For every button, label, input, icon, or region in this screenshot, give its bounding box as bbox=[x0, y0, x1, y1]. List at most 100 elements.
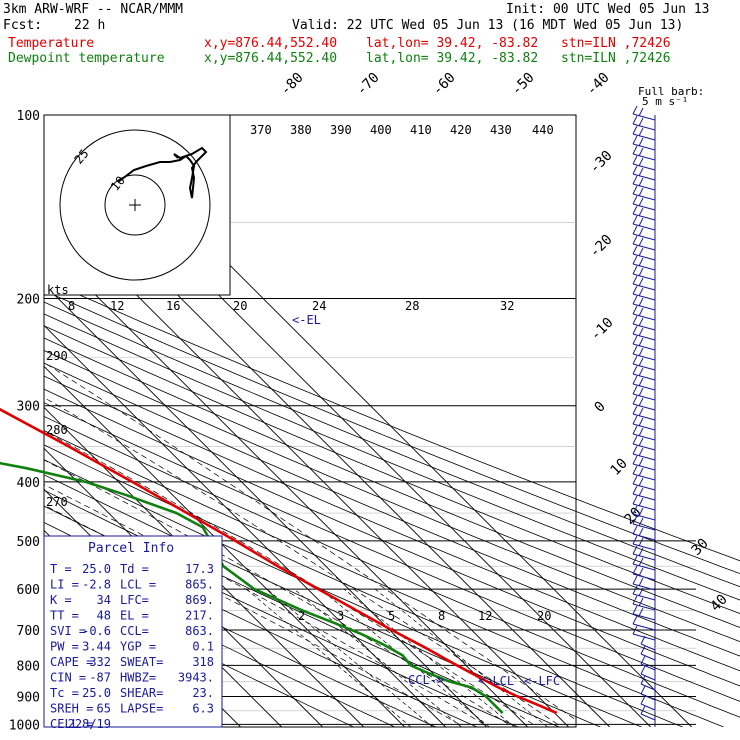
isotherm-label: -30 bbox=[587, 148, 616, 177]
isotherm-label: 0 bbox=[592, 399, 609, 416]
hodograph-speed-label: 8 bbox=[68, 299, 75, 313]
dry-adiabat bbox=[44, 375, 740, 672]
dry-adiabat-label: 390 bbox=[330, 123, 352, 137]
marker-lfc: <-LFC bbox=[524, 674, 560, 688]
wind-barbs bbox=[632, 105, 656, 721]
wind-barb bbox=[632, 605, 656, 621]
dry-adiabat-label: 420 bbox=[450, 123, 472, 137]
parcel-cell: 34 bbox=[97, 593, 111, 607]
parcel-cell: SHEAR= bbox=[120, 686, 163, 700]
isotherm-label: -70 bbox=[354, 70, 383, 99]
wind-barb bbox=[632, 555, 656, 571]
isotherm-label: -80 bbox=[278, 70, 307, 99]
parcel-cell: HWBZ= bbox=[120, 671, 156, 685]
hodograph-speed-label: 32 bbox=[500, 299, 514, 313]
moist-adiabat bbox=[44, 397, 559, 725]
dry-adiabat-label: 400 bbox=[370, 123, 392, 137]
dry-adiabat-label: 380 bbox=[290, 123, 312, 137]
forecast-hours: 22 h bbox=[74, 18, 106, 33]
wind-barb bbox=[632, 575, 656, 591]
parcel-cell: CIN = bbox=[50, 671, 86, 685]
wind-barb bbox=[640, 655, 656, 671]
parcel-cell: 65 bbox=[97, 702, 111, 716]
wind-barb bbox=[632, 135, 656, 151]
dry-adiabat bbox=[44, 337, 740, 628]
series-layer bbox=[0, 407, 558, 715]
parcel-cell: 25.0 bbox=[82, 686, 111, 700]
dewpoint-trace bbox=[0, 461, 504, 714]
parcel-info-title: Parcel Info bbox=[88, 541, 174, 556]
parcel-cell: SVI = bbox=[50, 624, 86, 638]
wind-barb bbox=[640, 665, 656, 681]
wind-barb bbox=[632, 225, 656, 241]
marker-layer: <-EL CCL-> <-LCL <-LFC bbox=[292, 313, 560, 688]
wind-barb bbox=[632, 105, 656, 121]
wind-barb bbox=[632, 195, 656, 211]
parcel-cell: Td = bbox=[120, 562, 149, 576]
wind-barb bbox=[632, 445, 656, 461]
init-time: Init: 00 UTC Wed 05 Jun 13 bbox=[506, 2, 710, 17]
hodograph-ring-outer bbox=[59, 129, 211, 281]
isotherm-label: -60 bbox=[430, 70, 459, 99]
parcel-cell: LFC= bbox=[120, 593, 149, 607]
wind-barb bbox=[632, 495, 656, 511]
mixing-ratio-line bbox=[343, 588, 515, 727]
wind-barb bbox=[632, 515, 656, 531]
legend-dewpoint-name: Dewpoint temperature bbox=[8, 51, 165, 66]
hodograph-trace bbox=[117, 146, 208, 199]
pressure-axis-labels: 100 200 300 400 500 600 700 800 900 1000 bbox=[9, 109, 40, 733]
wind-barb bbox=[632, 245, 656, 261]
mixing-ratio-lines bbox=[246, 588, 548, 727]
dry-adiabat-label: 440 bbox=[532, 123, 554, 137]
mixing-ratio-label: 5 bbox=[388, 609, 395, 623]
wind-barb bbox=[632, 455, 656, 471]
dry-adiabat bbox=[44, 388, 740, 687]
wind-barb bbox=[632, 205, 656, 221]
mixing-ratio-label: 12 bbox=[478, 609, 492, 623]
wind-barb bbox=[632, 395, 656, 411]
parcel-cell: SWEAT= bbox=[120, 655, 163, 669]
parcel-info-box: Parcel Info T = 25.0 Td = 17.3 LI = -2.8 LCL =… bbox=[43, 535, 223, 731]
dry-adiabat-label: 430 bbox=[490, 123, 512, 137]
parcel-cell: Tc = bbox=[50, 686, 79, 700]
parcel-cell: LI = bbox=[50, 578, 79, 592]
pressure-label-300: 300 bbox=[17, 400, 40, 415]
isotherm-label: -50 bbox=[509, 70, 538, 99]
hodograph-speed-label: 20 bbox=[233, 299, 247, 313]
wind-barb bbox=[640, 695, 656, 711]
wind-barb bbox=[632, 465, 656, 481]
parcel-cell: 863. bbox=[185, 624, 214, 638]
dry-adiabat bbox=[44, 402, 740, 702]
parcel-cell: 332 bbox=[89, 655, 111, 669]
parcel-cell: EL = bbox=[120, 609, 149, 623]
wind-barb bbox=[632, 435, 656, 451]
parcel-cell: 3.44 bbox=[82, 640, 111, 654]
dry-adiabat bbox=[44, 290, 740, 575]
mixing-ratio-line bbox=[320, 588, 490, 727]
dry-adiabat-label: 370 bbox=[250, 123, 272, 137]
mixing-ratio-label: 8 bbox=[438, 609, 445, 623]
parcel-cell: CELL = bbox=[50, 717, 93, 731]
wind-barb bbox=[632, 425, 656, 441]
wind-barb bbox=[632, 475, 656, 491]
wind-barb bbox=[632, 265, 656, 281]
moist-adiabat bbox=[44, 362, 576, 721]
wind-barb bbox=[632, 525, 656, 541]
parcel-cell: 3943. bbox=[178, 671, 214, 685]
moist-adiabat bbox=[44, 459, 509, 725]
isotherm-line bbox=[44, 365, 405, 727]
mixing-ratio-line bbox=[246, 588, 412, 727]
legend-temperature-stn: stn=ILN ,72426 bbox=[561, 36, 671, 51]
hodograph-units-label: kts bbox=[47, 283, 69, 297]
wind-barb bbox=[632, 345, 656, 361]
wind-barb bbox=[632, 325, 656, 341]
dry-adiabat-label: 410 bbox=[410, 123, 432, 137]
parcel-cell: CAPE = bbox=[50, 655, 93, 669]
wind-barb bbox=[632, 125, 656, 141]
wind-barb bbox=[632, 535, 656, 551]
hodograph-speed-label: 12 bbox=[110, 299, 124, 313]
legend-temperature-latlon: lat,lon= 39.42, -83.82 bbox=[366, 36, 539, 51]
wind-barb bbox=[632, 585, 656, 601]
pressure-label-200: 200 bbox=[17, 292, 40, 307]
mixing-ratio-line bbox=[266, 588, 433, 727]
